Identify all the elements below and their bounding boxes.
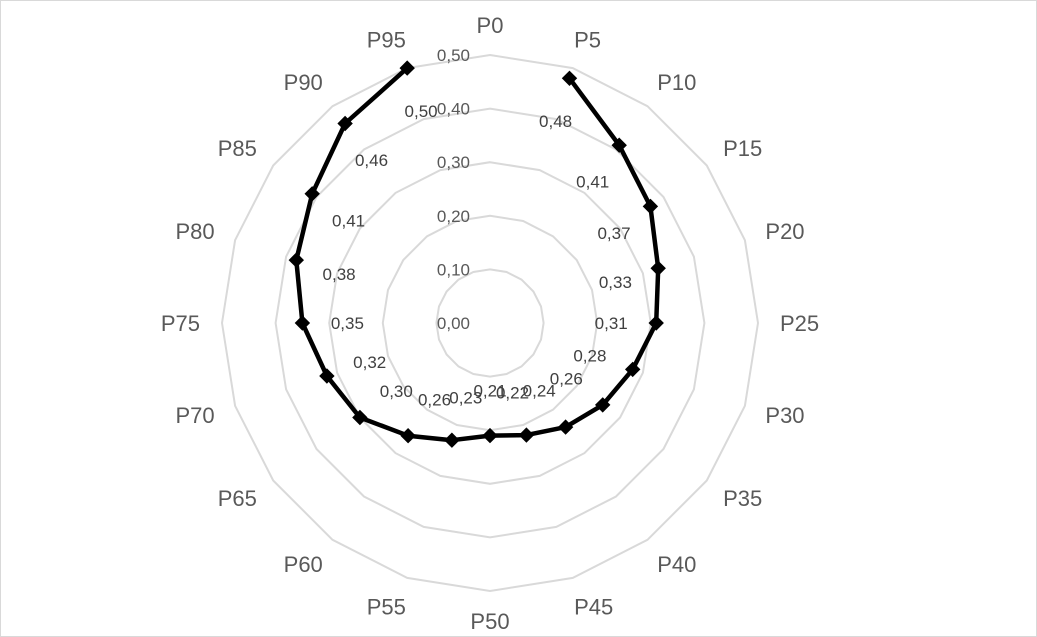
radial-tick-label: 0,00: [437, 314, 470, 333]
series-group: [288, 60, 666, 448]
category-label: P65: [218, 486, 257, 511]
category-label: P85: [218, 136, 257, 161]
category-label: P20: [765, 219, 804, 244]
data-point-marker: [594, 397, 611, 413]
grid-ring: [328, 161, 652, 485]
category-label: P0: [477, 13, 504, 38]
data-point-marker: [482, 427, 498, 444]
data-point-marker: [352, 409, 368, 426]
category-label: P60: [284, 552, 323, 577]
data-label: 0,46: [355, 151, 388, 170]
data-label: 0,48: [539, 112, 572, 131]
data-point-marker: [557, 419, 574, 435]
data-label: 0,37: [597, 224, 630, 243]
data-point-marker: [399, 60, 415, 76]
data-point-marker: [400, 427, 416, 444]
data-point-marker: [650, 260, 666, 277]
data-label: 0,32: [353, 353, 386, 372]
radial-axis-ticks: 0,00 0,10 0,20 0,30 0,40 0,50: [437, 46, 470, 333]
data-label: 0,28: [573, 347, 606, 366]
data-point-marker: [611, 137, 627, 153]
category-label: P50: [470, 609, 509, 634]
data-point-marker: [319, 368, 335, 384]
radial-tick-label: 0,20: [437, 207, 470, 226]
data-point-marker: [304, 186, 320, 202]
data-label: 0,26: [418, 390, 451, 409]
category-label: P30: [765, 403, 804, 428]
category-label: P55: [367, 594, 406, 619]
category-label: P35: [723, 486, 762, 511]
data-point-marker: [561, 70, 578, 87]
category-label: P10: [657, 70, 696, 95]
category-label: P95: [367, 28, 406, 53]
data-label: 0,38: [323, 265, 356, 284]
data-label: 0,50: [405, 102, 438, 121]
data-point-marker: [642, 198, 659, 215]
category-label: P70: [175, 403, 214, 428]
data-label: 0,23: [449, 388, 482, 407]
radial-tick-label: 0,10: [437, 260, 470, 279]
data-label: 0,26: [550, 370, 583, 389]
data-point-marker: [294, 315, 311, 331]
data-labels: 0,480,410,370,330,310,280,260,240,220,21…: [323, 102, 632, 409]
data-label: 0,33: [599, 273, 632, 292]
category-label: P5: [574, 28, 601, 53]
data-point-marker: [337, 115, 353, 132]
data-point-marker: [648, 315, 664, 331]
category-label: P25: [780, 311, 819, 336]
category-label: P45: [574, 594, 613, 619]
category-labels: P0 P5 P10 P15 P20 P25 P30 P35 P40 P45 P50 P55 P60 P65…: [161, 13, 819, 634]
radial-tick-label: 0,50: [437, 46, 470, 65]
category-label: P75: [161, 311, 200, 336]
grid-ring: [435, 268, 545, 378]
category-label: P80: [175, 219, 214, 244]
category-label: P90: [284, 70, 323, 95]
radial-tick-label: 0,30: [437, 153, 470, 172]
data-label: 0,35: [331, 314, 364, 333]
data-label: 0,41: [332, 211, 365, 230]
radial-tick-label: 0,40: [437, 100, 470, 119]
data-point-marker: [444, 432, 460, 448]
data-label: 0,30: [380, 382, 413, 401]
data-label: 0,24: [523, 382, 556, 401]
data-point-marker: [624, 361, 641, 378]
data-point-marker: [288, 252, 305, 268]
data-label: 0,41: [576, 173, 609, 192]
data-point-marker: [518, 427, 535, 443]
grid-ring: [220, 53, 760, 593]
data-label: 0,22: [496, 383, 529, 402]
data-label: 0,31: [595, 314, 628, 333]
category-label: P40: [657, 552, 696, 577]
category-label: P15: [723, 136, 762, 161]
data-label: 0,21: [473, 382, 506, 401]
